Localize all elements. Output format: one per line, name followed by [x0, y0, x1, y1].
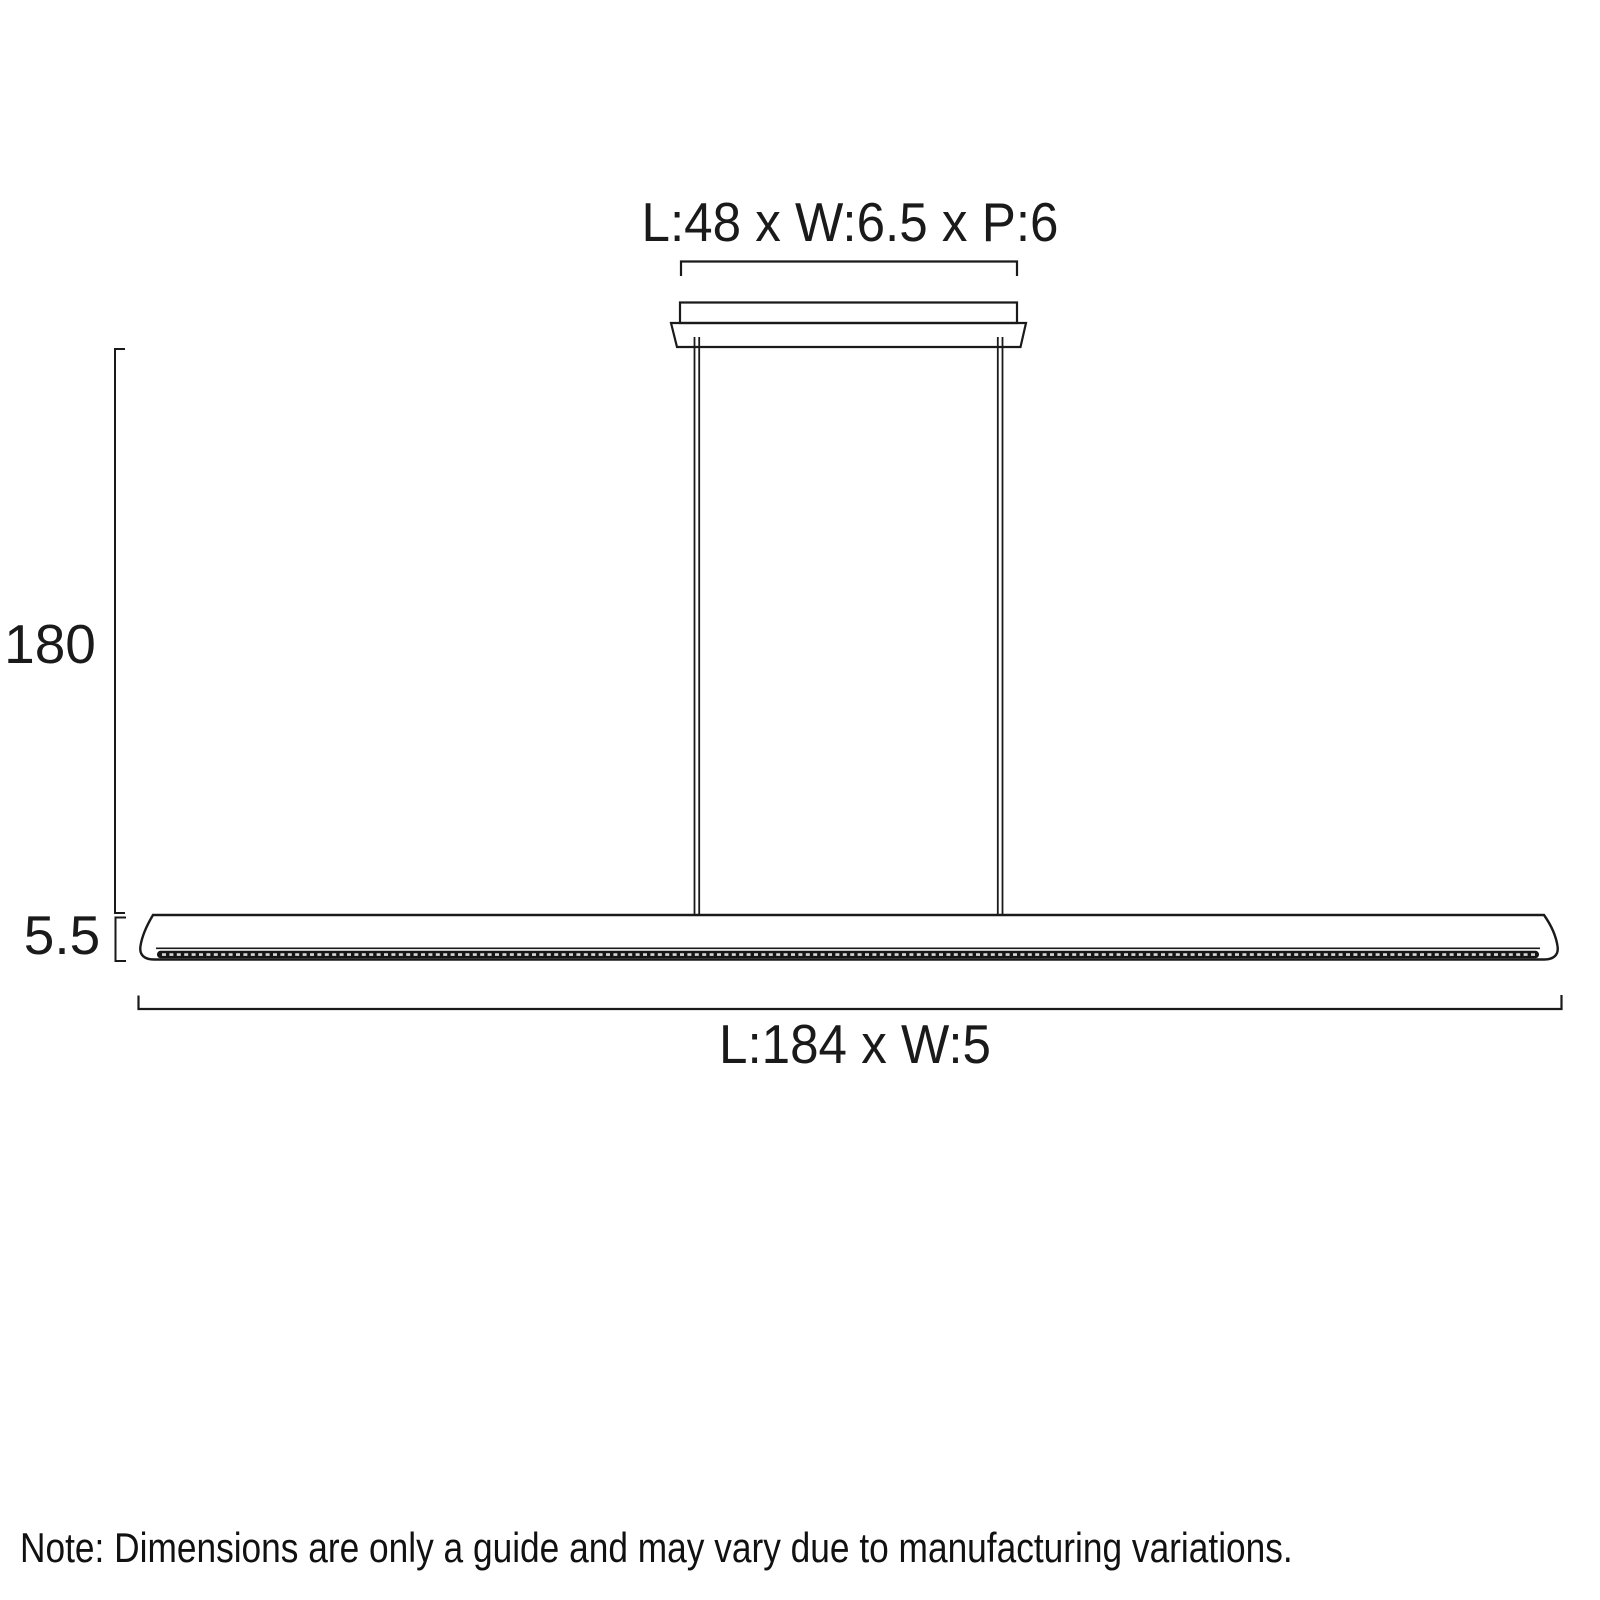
- fixture-dimension-label: L:184 x W:5: [718, 1013, 992, 1075]
- fixture-bar-outline: [139, 913, 1559, 961]
- led-strip-band: [157, 950, 1539, 959]
- suspension-height-label: 180: [4, 613, 96, 675]
- note-text: Note: Dimensions are only a guide and ma…: [20, 1524, 1293, 1571]
- led-strip: [156, 947, 1540, 959]
- suspension-height-dimension-line: [114, 348, 125, 914]
- suspension-rod-right: [996, 337, 1004, 915]
- canopy-base-plate: [669, 321, 1028, 349]
- fixture-dimension-bracket: [137, 995, 1563, 1011]
- fixture-height-label: 5.5: [23, 904, 101, 966]
- canopy-dimension-label: L:48 x W:6.5 x P:6: [641, 191, 1059, 253]
- canopy-dimension-bracket: [679, 260, 1019, 276]
- fixture-height-bracket: [114, 916, 126, 962]
- suspension-rod-left: [693, 337, 701, 915]
- canopy-top-plate: [678, 301, 1019, 325]
